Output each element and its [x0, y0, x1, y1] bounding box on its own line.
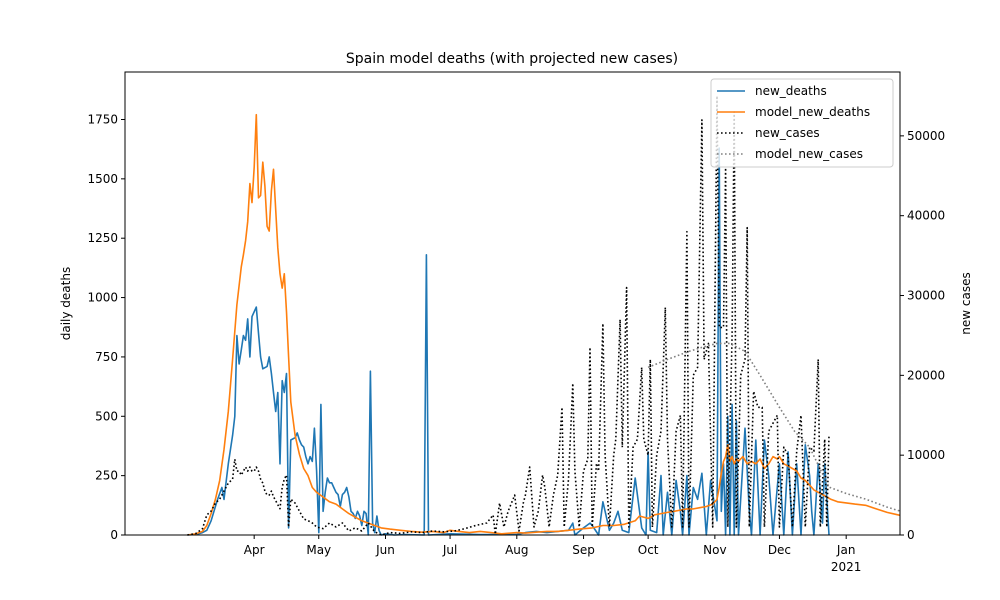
y-right-tick-label: 0 [907, 528, 915, 542]
y-axis-right: 0 10000 20000 30000 40000 50000 [900, 129, 945, 542]
chart-title: Spain model deaths (with projected new c… [346, 51, 678, 67]
y-right-tick-label: 20000 [907, 368, 945, 382]
legend-label-new_cases: new_cases [755, 126, 820, 140]
legend-label-new_deaths: new_deaths [755, 84, 827, 98]
y-left-tick-label: 500 [95, 409, 118, 423]
x-tick-label: Nov [703, 543, 726, 557]
y-right-tick-label: 10000 [907, 448, 945, 462]
y-left-tick-label: 1750 [87, 112, 118, 126]
x-tick-label: Jun [375, 543, 395, 557]
y-left-tick-label: 1500 [87, 172, 118, 186]
x-tick-sublabel: 2021 [831, 560, 862, 574]
y-left-tick-label: 1250 [87, 231, 118, 245]
legend-box [710, 78, 894, 168]
plot-frame [124, 71, 901, 536]
series-line-new_deaths [187, 147, 830, 536]
x-axis: Apr May Jun Jul Aug Sep Oct Nov Dec Jan 2021 [244, 535, 862, 574]
x-tick-label: Sep [572, 543, 595, 557]
y-left-tick-label: 250 [95, 469, 118, 483]
x-tick-label: Apr [244, 543, 265, 557]
y-right-tick-label: 50000 [907, 129, 945, 143]
y-left-tick-label: 1000 [87, 291, 118, 305]
x-tick-label: May [306, 543, 331, 557]
y-left-tick-label: 750 [95, 350, 118, 364]
x-tick-label: Dec [768, 543, 791, 557]
x-tick-label: Jan [836, 543, 856, 557]
y-right-tick-label: 30000 [907, 289, 945, 303]
legend-label-model_new_deaths: model_new_deaths [755, 105, 870, 119]
y-right-tick-label: 40000 [907, 209, 945, 223]
x-tick-label: Oct [638, 543, 659, 557]
y-axis-left-title: daily deaths [59, 267, 73, 340]
series-line-model_new_deaths [187, 113, 901, 536]
x-tick-label: Aug [505, 543, 528, 557]
legend: new_deaths model_new_deaths new_casesmodel… [710, 78, 894, 168]
y-axis-left: 0 250 500 750 1000 1250 1500 1750 [87, 112, 125, 542]
y-left-tick-label: 0 [110, 528, 118, 542]
legend-label-model_new_cases: model_new_cases [755, 147, 863, 161]
x-tick-label: Jul [442, 543, 457, 557]
y-axis-right-title: new cases [959, 272, 973, 334]
